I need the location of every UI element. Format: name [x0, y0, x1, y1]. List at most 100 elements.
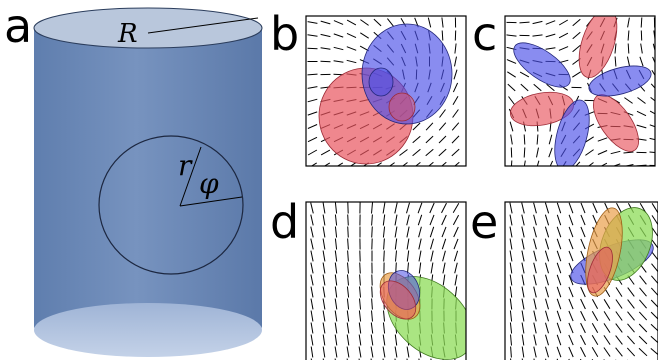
director-segment — [651, 251, 658, 261]
director-segment — [533, 202, 537, 214]
director-segment — [406, 202, 410, 214]
director-segment — [545, 346, 549, 358]
director-segment — [509, 298, 513, 310]
director-segment — [506, 34, 517, 37]
director-segment — [521, 250, 525, 262]
inner-circle — [98, 135, 244, 275]
director-segment — [346, 334, 350, 346]
director-segment — [360, 19, 369, 26]
director-segment — [441, 214, 447, 226]
director-segment — [521, 334, 525, 346]
director-segment — [406, 226, 410, 238]
director-segment — [322, 238, 326, 250]
director-segment — [509, 286, 513, 298]
cylinder-body — [34, 28, 262, 352]
director-segment — [359, 298, 361, 310]
director-segment — [322, 334, 326, 346]
director-segment — [310, 238, 314, 250]
director-segment — [545, 47, 556, 50]
director-segment — [320, 20, 331, 25]
director-segment — [544, 226, 550, 238]
director-segment — [382, 226, 386, 238]
petal-blue-down — [554, 99, 590, 166]
director-segment — [310, 346, 314, 358]
director-segment — [509, 214, 513, 226]
director-segment — [568, 238, 574, 250]
director-segment — [322, 298, 326, 310]
director-segment — [649, 124, 655, 128]
director-segment — [310, 262, 314, 274]
director-segment — [651, 203, 658, 213]
director-segment — [442, 250, 446, 262]
director-segment — [322, 262, 326, 274]
director-segment — [556, 250, 562, 262]
director-segment — [383, 238, 385, 250]
director-segment — [399, 149, 408, 156]
director-segment — [346, 298, 350, 310]
director-segment — [509, 121, 514, 132]
director-segment — [546, 83, 555, 92]
director-segment — [580, 346, 586, 358]
director-segment — [507, 83, 516, 92]
director-segment — [572, 44, 581, 53]
director-segment — [615, 335, 623, 345]
director-segment — [334, 226, 338, 238]
director-segment — [322, 322, 326, 334]
director-segment — [442, 262, 446, 274]
director-segment — [346, 19, 357, 26]
panel-frame-c — [504, 15, 656, 167]
director-segment — [441, 238, 447, 250]
petal-red-lower-right — [593, 94, 639, 152]
director-segment — [322, 310, 326, 322]
director-segment — [510, 346, 512, 358]
director-segment — [545, 298, 549, 310]
director-segment — [359, 274, 361, 286]
director-segment — [510, 134, 513, 145]
director-segment — [638, 347, 648, 357]
director-segment — [556, 286, 562, 298]
director-segment — [650, 299, 658, 308]
director-segment — [636, 110, 647, 117]
director-segment — [627, 311, 635, 321]
director-segment — [334, 238, 338, 250]
director-segment — [568, 298, 574, 310]
director-segment — [548, 134, 553, 145]
director-segment — [395, 250, 397, 262]
director-segment — [418, 226, 422, 238]
lobe-red-small-b — [388, 92, 416, 122]
director-segment — [346, 59, 357, 64]
director-segment — [439, 109, 446, 118]
director-segment — [521, 238, 525, 250]
director-segment — [536, 134, 539, 145]
director-segment — [334, 214, 338, 226]
director-segment — [509, 322, 513, 334]
director-segment — [360, 32, 369, 39]
director-segment — [649, 137, 655, 141]
director-segment — [580, 286, 586, 298]
director-segment — [320, 149, 331, 156]
director-segment — [307, 124, 318, 129]
director-segment — [334, 334, 338, 346]
director-segment — [532, 34, 543, 37]
director-segment — [334, 310, 338, 322]
director-segment — [452, 109, 459, 118]
director-segment — [580, 322, 586, 334]
director-segment — [556, 214, 562, 226]
director-segment — [627, 323, 635, 333]
director-segment — [452, 203, 460, 213]
director-segment — [509, 238, 513, 250]
director-segment — [533, 214, 537, 226]
director-segment — [597, 137, 608, 142]
director-segment — [650, 287, 658, 297]
director-segment — [310, 274, 314, 286]
director-segment — [454, 274, 458, 286]
director-segment — [592, 202, 598, 214]
director-segment — [523, 147, 526, 158]
director-segment — [394, 346, 398, 358]
director-segment — [545, 310, 549, 322]
director-segment — [454, 56, 457, 67]
director-segment — [533, 226, 537, 238]
panel-label-c: c — [472, 7, 497, 61]
director-segment — [322, 250, 326, 262]
director-segment — [383, 310, 385, 322]
